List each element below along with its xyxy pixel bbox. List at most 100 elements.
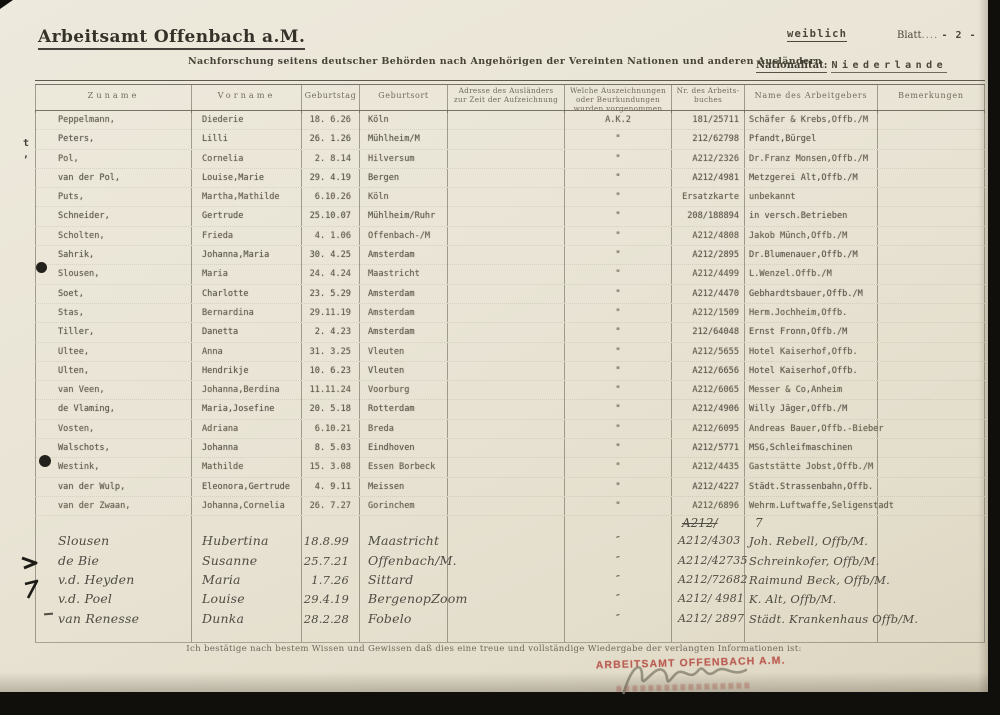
table-cell: Westink, [35,458,192,477]
table-cell [878,226,985,246]
table-cell [878,551,985,572]
hole-punch [36,262,47,273]
table-cell [302,629,360,643]
table-row: Stas, Bernardina 29.11.19 Amsterdam " A212/15… [35,303,985,324]
table-cell: A212/1509 [672,303,745,323]
table-cell [448,265,565,284]
table-cell: " [565,323,672,342]
table-cell: " [565,342,672,362]
table-cell: Vosten, [35,419,192,439]
table-cell: Anna [192,342,302,362]
table-cell: Offenbach-/M [360,226,448,246]
table-cell [448,571,565,591]
header-cell: Geburtstag [302,85,360,114]
table-cell: unbekannt [745,188,878,207]
table-cell: " [565,361,672,381]
table-cell: A.K.2 [565,111,672,130]
table-row: de Vlaming, Maria,Josefine 20. 5.18 Rotterd… [35,400,985,420]
table-cell: 2. 8.14 [302,149,360,169]
table-cell: A212/5655 [672,342,745,362]
handwritten-row: Slousen Hubertina 18.8.99 Maastricht ″ A212/4… [35,532,985,552]
table-cell: Willy Jäger,Offb./M [745,400,878,419]
table-cell: Vleuten [360,361,448,381]
table-cell: " [565,477,672,497]
table-cell: Johanna,Berdina [192,381,302,400]
table-cell [448,532,565,552]
table-cell: " [565,284,672,304]
office-title: Arbeitsamt Offenbach a.M. [38,27,306,50]
table-cell: Dr.Franz Monsen,Offb./M [745,149,878,169]
table-cell: Ultee, [35,342,192,362]
table-cell: Schneider, [35,207,192,226]
table-cell: ″ [565,609,672,630]
nationality-label: Nationalität: [756,60,828,73]
header-cell: Bemerkungen [878,85,985,114]
table-cell: Peters, [35,130,192,149]
table-cell: L.Wenzel.Offb./M [745,265,878,284]
table-cell [448,419,565,439]
table-cell [878,609,985,630]
table-row: Slousen, Maria 24. 4.24 Maastricht " A212/449… [35,265,985,285]
header-cell: Zuname [35,85,192,114]
table-cell [878,188,985,207]
table-cell: 26. 1.26 [302,130,360,149]
hole-punch [39,455,51,467]
table-cell: A212/5771 [672,439,745,458]
table-cell: Hubertina [192,532,302,552]
table-cell [192,629,302,643]
table-cell: 11.11.24 [302,381,360,400]
dotted-leader: .... [921,30,939,41]
table-cell [448,551,565,572]
table-cell: Essen Borbeck [360,458,448,477]
table-cell: " [565,303,672,323]
table-cell: Vleuten [360,342,448,362]
table-cell: Köln [360,111,448,130]
table-row: van der Pol, Louise,Marie 29. 4.19 Bergen " A… [35,168,985,189]
table-cell [878,381,985,400]
table-cell [448,284,565,304]
table-cell: A212/4303 [672,532,745,552]
table-cell: A212/6896 [672,496,745,516]
table-cell: Susanne [192,551,302,572]
table-cell: Herm.Jochheim,Offb. [745,303,878,323]
table-cell: Amsterdam [360,284,448,304]
table-cell: A212/4227 [672,477,745,497]
table-cell: van Renesse [35,609,192,630]
table-cell: A212/ [672,516,745,533]
table-cell [878,168,985,188]
table-cell [448,130,565,149]
table-row: Peppelmann, Diederie 18. 6.26 Köln A.K.2 181/… [35,111,985,131]
table-cell: 7 [745,516,878,533]
inserted-note-row: A212/7 [35,516,985,533]
table-cell [448,609,565,630]
table-cell [448,149,565,169]
table-cell: 6.10.21 [302,419,360,439]
table-cell: Maria [192,265,302,284]
table-cell: 4. 9.11 [302,477,360,497]
header-cell: Vorname [192,85,302,114]
header-cell: Adresse des Ausländers zur Zeit der Aufz… [448,85,565,114]
table-cell: Slousen, [35,265,192,284]
table-cell: Voorburg [360,381,448,400]
table-row: Pol, Cornelia 2. 8.14 Hilversum " A212/2326 Dr… [35,149,985,169]
table-cell [878,207,985,226]
table-cell: Fobelo [360,609,448,630]
table-cell: Maria [192,571,302,591]
table-cell [672,629,745,643]
table-cell: Frieda [192,226,302,246]
pen-mark [21,556,39,599]
table-cell: ″ [565,532,672,552]
table-cell: Rotterdam [360,400,448,419]
table-cell: " [565,496,672,516]
table-cell: Hilversum [360,149,448,169]
table-cell: Gaststätte Jobst,Offb./M [745,458,878,477]
table-row: Tiller, Danetta 2. 4.23 Amsterdam " 212/64048… [35,323,985,343]
table-cell [878,265,985,284]
sheet-label: Blatt [897,30,922,41]
table-cell: Metzgerei Alt,Offb./M [745,168,878,188]
table-cell [192,516,302,533]
table-cell: van der Pol, [35,168,192,188]
table-cell: Mathilde [192,458,302,477]
table-cell: 26. 7.27 [302,496,360,516]
table-cell: 25.7.21 [302,551,360,572]
